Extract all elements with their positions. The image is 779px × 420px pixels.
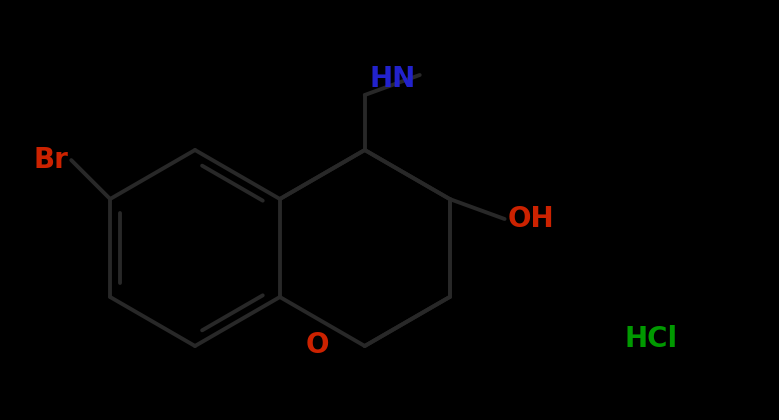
Text: HN: HN xyxy=(370,65,416,93)
Text: OH: OH xyxy=(508,205,554,233)
Text: O: O xyxy=(305,331,329,359)
Text: HCl: HCl xyxy=(625,325,678,353)
Text: Br: Br xyxy=(33,146,69,174)
